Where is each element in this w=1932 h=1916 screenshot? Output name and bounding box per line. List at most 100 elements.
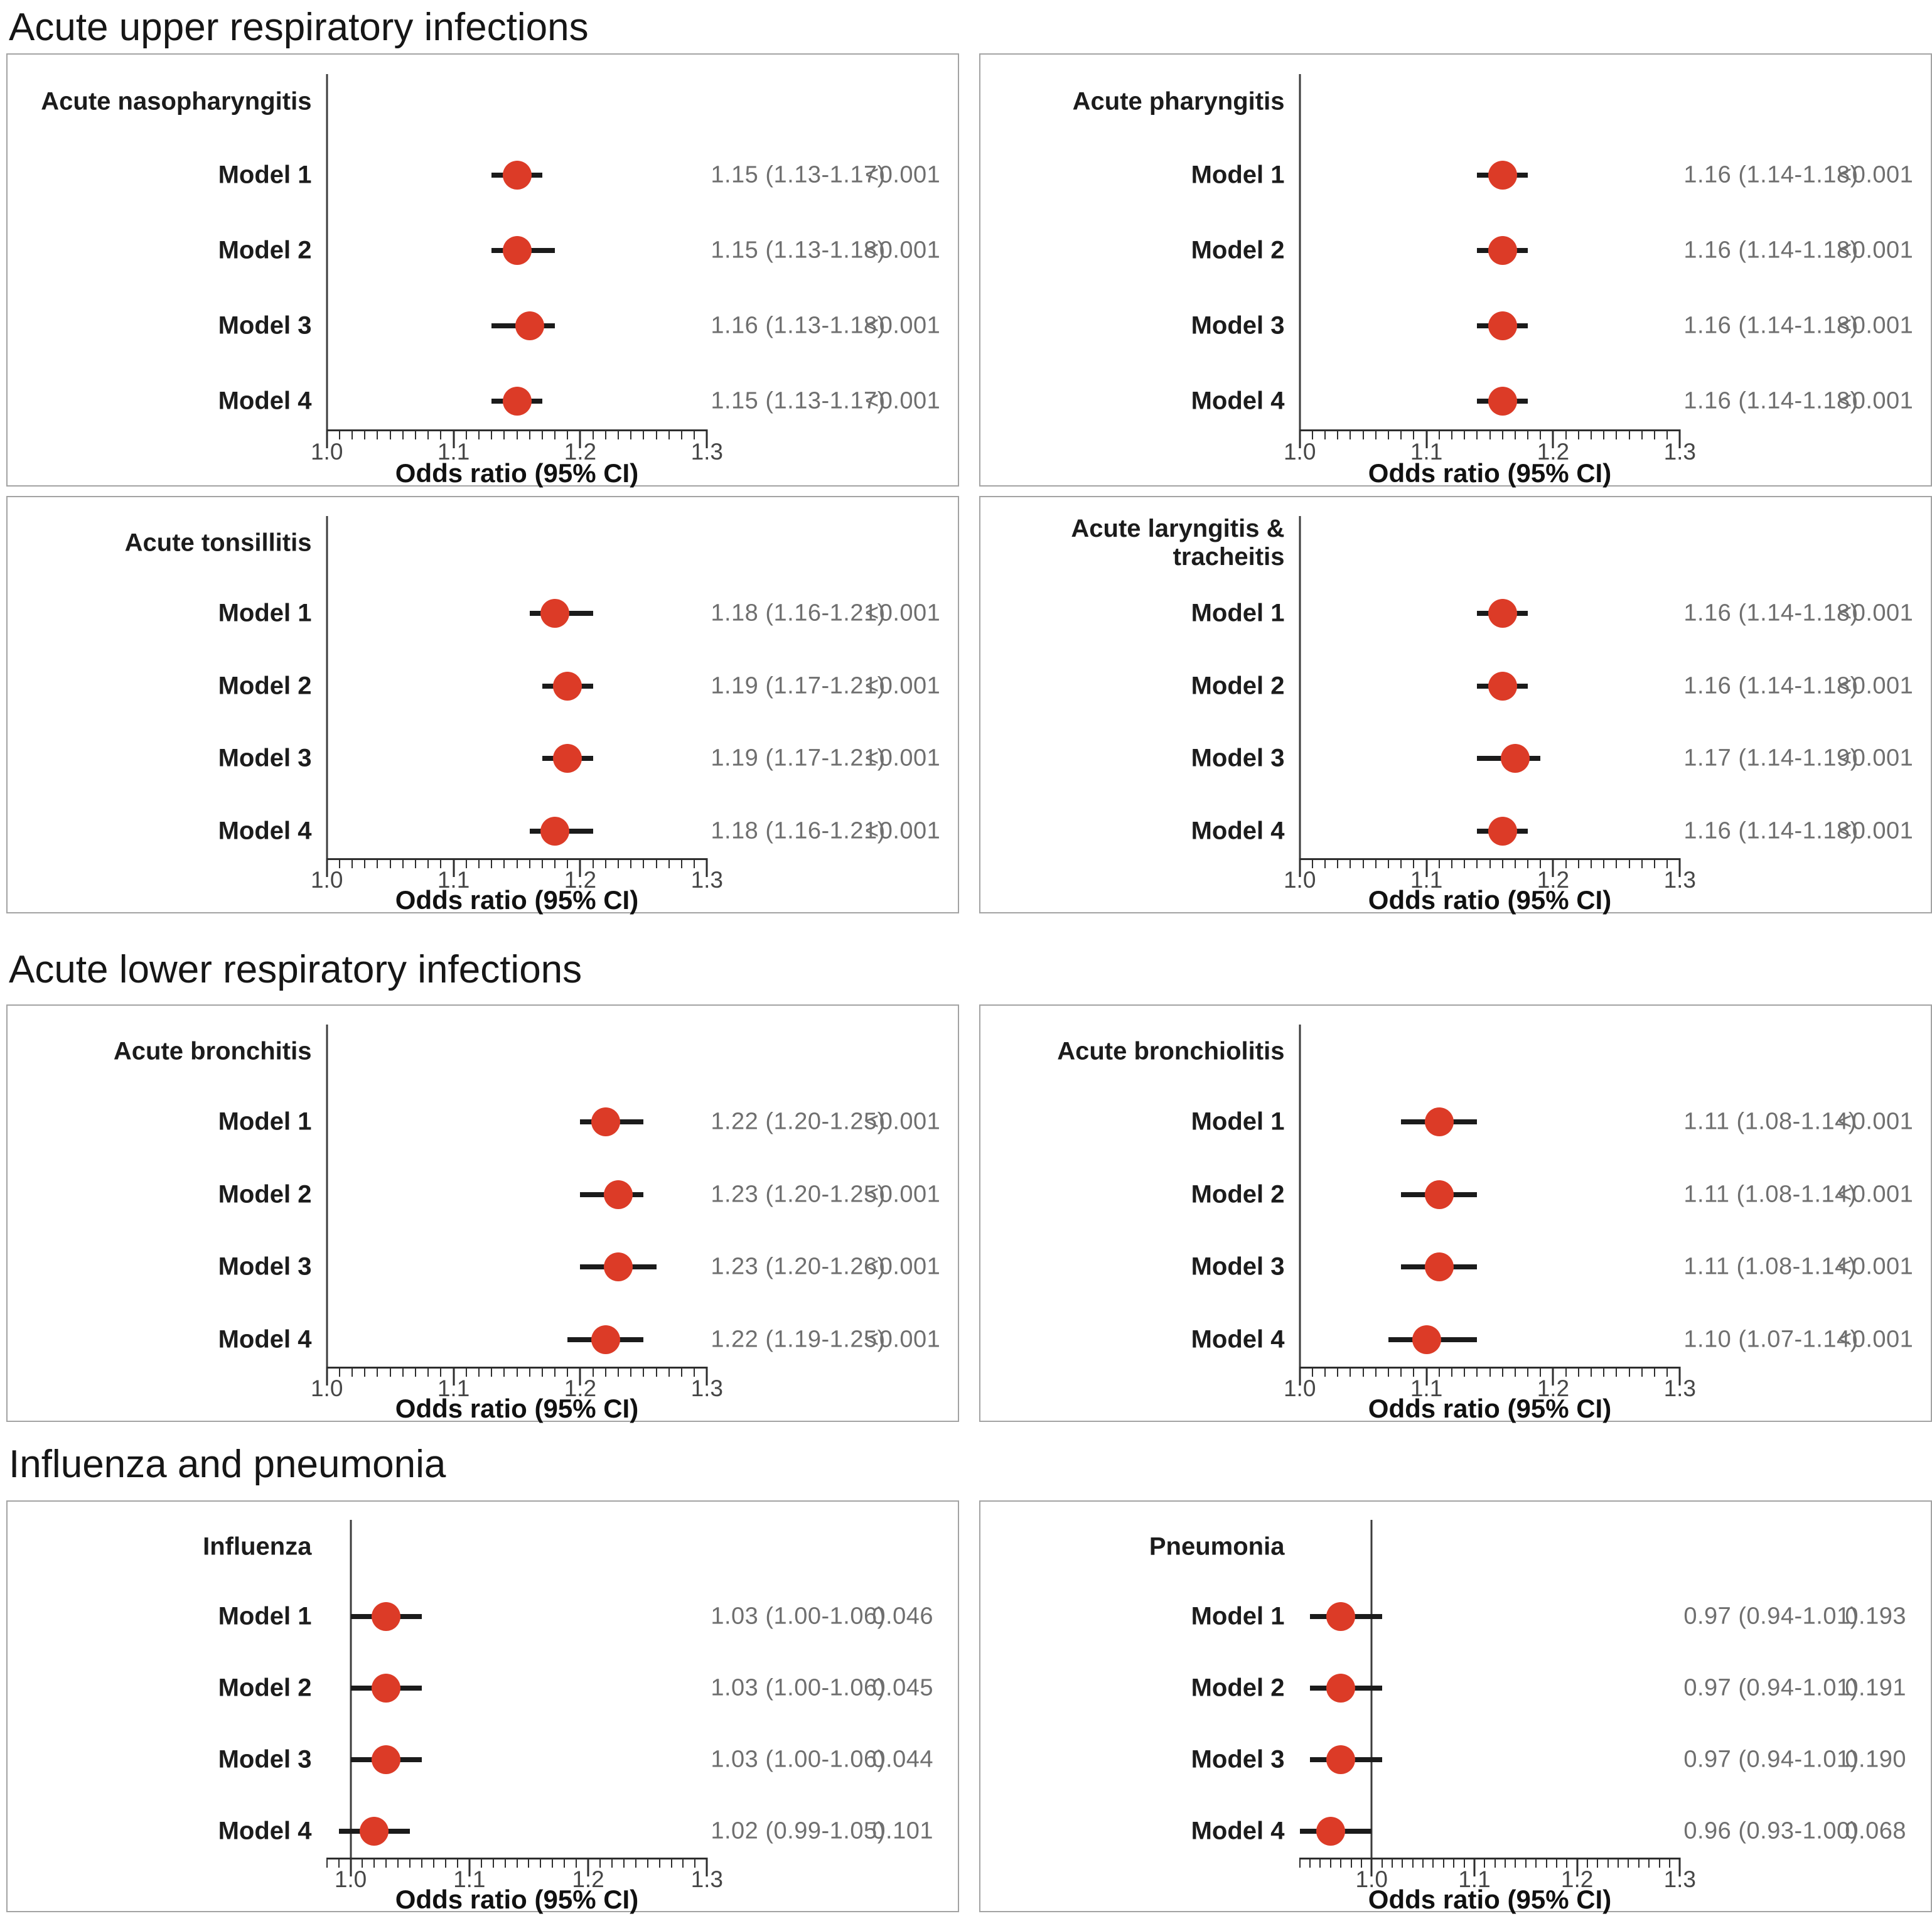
axis-minor-tick (643, 858, 645, 869)
or-point (540, 817, 570, 846)
axis-minor-tick (516, 429, 518, 439)
model-label: Model 3 (218, 1745, 312, 1773)
axis-minor-tick (1489, 429, 1491, 439)
axis-minor-tick (635, 1858, 636, 1868)
axis-minor-tick (694, 429, 695, 439)
axis-minor-tick (362, 1858, 363, 1868)
model-label: Model 3 (218, 1252, 312, 1281)
axis-major-tick (1678, 858, 1681, 878)
axis-minor-tick (540, 1858, 542, 1868)
axis-minor-tick (1375, 429, 1377, 439)
or-ci-value: 1.11 (1.08-1.14) (1683, 1253, 1857, 1280)
axis-minor-tick (1422, 1858, 1424, 1868)
section-heading-lower-respiratory: Acute lower respiratory infections (9, 948, 582, 991)
axis-minor-tick (338, 429, 340, 439)
axis-minor-tick (541, 1367, 543, 1377)
axis-minor-tick (1653, 429, 1655, 439)
p-value: <0.001 (1838, 387, 1914, 414)
x-axis (1299, 1858, 1680, 1860)
p-value: <0.001 (865, 237, 941, 264)
axis-major-tick (1552, 1367, 1554, 1386)
model-label: Model 2 (1191, 1180, 1285, 1208)
axis-minor-tick (1311, 1367, 1313, 1377)
or-point (1424, 1252, 1454, 1282)
p-value: <0.001 (865, 1181, 941, 1208)
axis-minor-tick (465, 1367, 467, 1377)
axis-tick-label: 1.1 (453, 1866, 486, 1892)
p-value: <0.001 (1838, 237, 1914, 264)
axis-minor-tick (1555, 1858, 1557, 1868)
axis-minor-tick (1501, 858, 1503, 869)
model-label: Model 2 (218, 672, 312, 700)
axis-minor-tick (567, 858, 569, 869)
axis-minor-tick (427, 1367, 429, 1377)
or-ci-value: 1.18 (1.16-1.21) (711, 600, 886, 627)
axis-minor-tick (1324, 1367, 1326, 1377)
or-ci-value: 1.03 (1.00-1.06) (711, 1746, 886, 1773)
model-label: Model 2 (1191, 1674, 1285, 1702)
axis-title: Odds ratio (95% CI) (1368, 458, 1612, 488)
axis-tick-label: 1.2 (1537, 867, 1570, 893)
axis-minor-tick (668, 1367, 670, 1377)
axis-minor-tick (541, 429, 543, 439)
p-value: <0.001 (865, 1326, 941, 1353)
axis-minor-tick (1484, 1858, 1486, 1868)
axis-minor-tick (554, 1367, 556, 1377)
p-value: <0.001 (865, 600, 941, 627)
axis-minor-tick (1616, 1367, 1618, 1377)
or-ci-value: 1.23 (1.20-1.26) (711, 1253, 886, 1280)
model-label: Model 1 (1191, 1107, 1285, 1136)
section-block-influenza-pneumonia: Influenza and pneumonia (0, 1422, 1932, 1500)
axis-minor-tick (1402, 1858, 1403, 1868)
axis-minor-tick (480, 1858, 482, 1868)
axis-major-tick (706, 1858, 708, 1877)
axis-minor-tick (680, 1367, 682, 1377)
panel-acute-bronchiolitis: Acute bronchiolitis Model 1 1.11 (1.08-1.1… (979, 1004, 1932, 1423)
panel-title: Acute bronchitis (113, 1037, 312, 1065)
or-point (1488, 161, 1517, 190)
axis-tick-label: 1.0 (1283, 439, 1316, 465)
axis-minor-tick (655, 429, 657, 439)
axis-minor-tick (478, 429, 480, 439)
p-value: <0.001 (1838, 161, 1914, 188)
panel-title: Influenza (203, 1532, 312, 1561)
axis-minor-tick (1432, 1858, 1434, 1868)
axis-tick-label: 1.3 (690, 1866, 724, 1892)
axis-minor-tick (373, 1858, 375, 1868)
axis-minor-tick (1362, 858, 1364, 869)
axis-minor-tick (1565, 858, 1567, 869)
axis-tick-label: 1.2 (572, 1866, 604, 1892)
axis-tick-label: 1.1 (1410, 867, 1443, 893)
axis-minor-tick (465, 429, 467, 439)
axis-minor-tick (492, 1858, 494, 1868)
panel-inner: Acute bronchiolitis Model 1 1.11 (1.08-1.1… (980, 1006, 1931, 1423)
or-ci-value: 1.19 (1.17-1.21) (711, 672, 886, 699)
axis-major-tick (1678, 1858, 1681, 1877)
panel-inner: Acute nasopharyngitis Model 1 1.15 (1.13-1… (8, 55, 958, 488)
or-ci-value: 1.18 (1.16-1.21) (711, 817, 886, 844)
axis-major-tick (1473, 1858, 1476, 1877)
section-heading-influenza-pneumonia: Influenza and pneumonia (9, 1443, 446, 1486)
panel-acute-pharyngitis: Acute pharyngitis Model 1 1.16 (1.14-1.18)… (979, 53, 1932, 488)
axis-minor-tick (567, 1367, 569, 1377)
or-point (372, 1745, 401, 1774)
reference-line (1299, 1024, 1301, 1367)
axis-minor-tick (402, 1367, 404, 1377)
or-ci-value: 1.02 (0.99-1.05) (711, 1817, 886, 1844)
axis-minor-tick (427, 858, 429, 869)
model-label: Model 2 (1191, 236, 1285, 264)
axis-major-tick (1425, 429, 1428, 448)
axis-minor-tick (1442, 1858, 1444, 1868)
panel-title: Acute tonsillitis (124, 529, 312, 557)
or-point (1316, 1816, 1345, 1846)
axis-minor-tick (491, 858, 493, 869)
axis-minor-tick (604, 429, 606, 439)
p-value: 0.046 (872, 1603, 933, 1630)
axis-minor-tick (1616, 429, 1618, 439)
reference-line (1299, 73, 1301, 429)
or-point (540, 599, 570, 628)
panel-pneumonia: Pneumonia Model 1 0.97 (0.94-1.01) 0.193 Mod… (979, 1500, 1932, 1914)
or-ci-value: 1.16 (1.14-1.18) (1683, 161, 1859, 188)
or-ci-value: 1.11 (1.08-1.14) (1683, 1181, 1857, 1208)
